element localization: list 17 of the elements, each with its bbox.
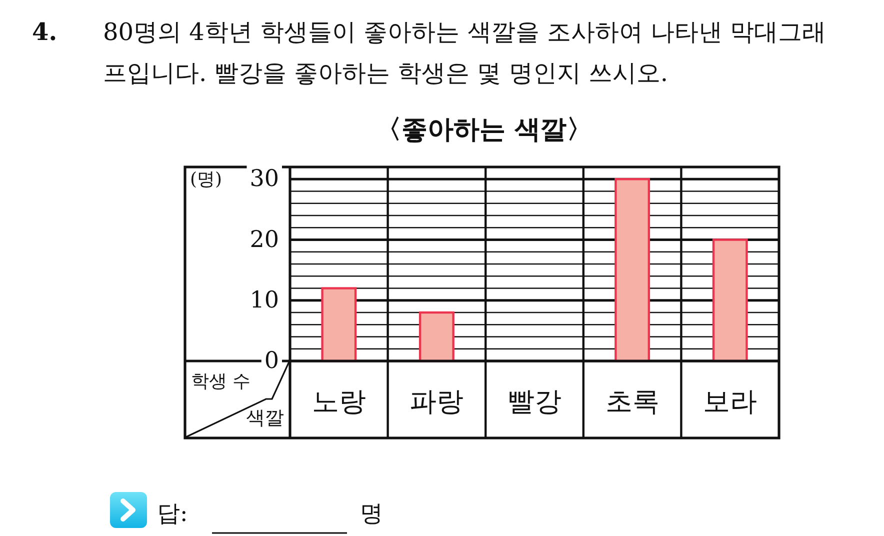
text: 80명의 4학년 학생들이 좋아하는 색깔을 조사하여 나타낸 막대그래프입니다. 빨강을 좋아하는 학생은 몇 명인지 쓰시오. <box>103 18 826 87</box>
x-tick-label: 보라 <box>703 386 758 417</box>
x-tick-label: 노랑 <box>312 386 366 417</box>
text: 명 <box>360 501 383 527</box>
text: 4. <box>32 17 58 46</box>
y-tick-label: 0 <box>264 348 279 374</box>
x-tick-label: 파랑 <box>410 386 464 417</box>
y-tick-label: 10 <box>250 287 279 314</box>
text: 답: <box>157 501 188 527</box>
x-tick-label: 빨강 <box>508 386 562 417</box>
text: (명) <box>190 168 222 190</box>
x-tick-label: 초록 <box>605 386 660 417</box>
y-tick-label: 20 <box>250 226 279 253</box>
chart-title: 〈좋아하는 색깔〉 <box>375 115 593 145</box>
y-tick-label: 30 <box>250 166 279 192</box>
y-axis-title: 학생 수 <box>191 370 251 392</box>
x-axis-title: 색깔 <box>246 407 284 429</box>
